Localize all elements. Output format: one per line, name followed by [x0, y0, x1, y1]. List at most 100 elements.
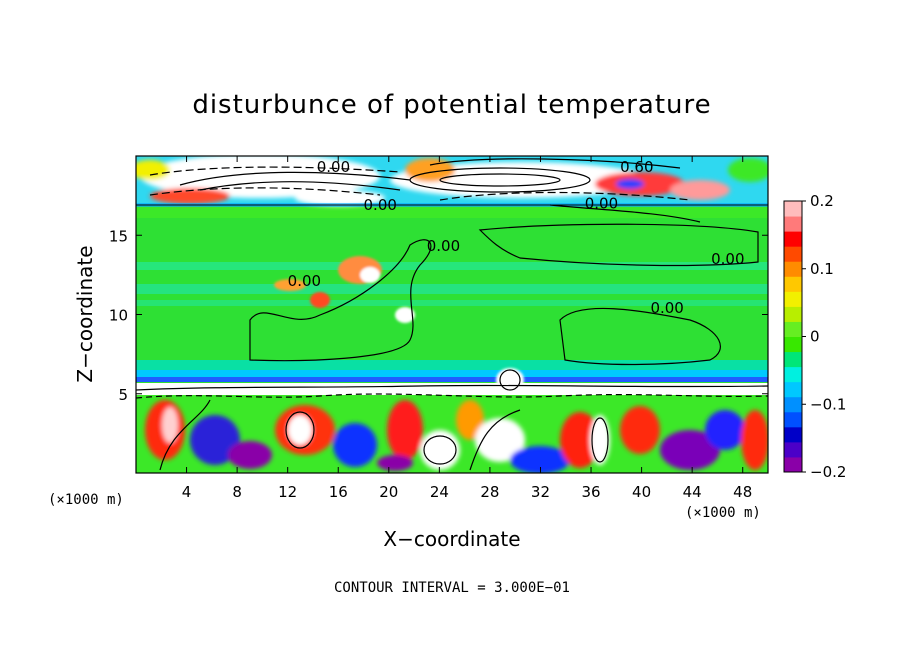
low-purple-1 [228, 441, 272, 469]
x-tick-label: 4 [182, 483, 192, 501]
contour-mid-right [478, 223, 759, 267]
colorbar-swatch [784, 291, 802, 307]
upper-white-blob-2 [390, 162, 650, 198]
y-axis-label: Z−coordinate [73, 245, 97, 382]
x-tick-label: 28 [480, 483, 499, 501]
stripe-upper [136, 206, 768, 218]
x-tick-label: 16 [329, 483, 348, 501]
contour-label: 0.00 [288, 272, 321, 290]
y-tick-label: 5 [118, 386, 128, 404]
mid-blob-1-core [360, 267, 380, 283]
upper-white-blob-3 [295, 190, 385, 206]
colorbar-swatch [784, 441, 802, 458]
colorbar-tick-label: −0.1 [810, 395, 846, 413]
low-white-1 [162, 407, 178, 443]
contour-low-ring-4 [499, 369, 521, 391]
colorbar-swatch [784, 321, 802, 337]
mid-blob-2 [274, 279, 306, 291]
x-tick-label: 12 [278, 483, 297, 501]
x-tick-label: 20 [379, 483, 398, 501]
colorbar-tick-label: 0.1 [810, 260, 834, 278]
colorbar-swatch [784, 426, 802, 443]
chart-title: disturbunce of potential temperature [192, 90, 711, 120]
y-axis: 5 10 15 [109, 227, 768, 404]
colorbar: 0.2 0.1 0 −0.1 −0.2 [783, 192, 846, 481]
x-axis-label: X−coordinate [383, 527, 520, 551]
colorbar-swatch [784, 306, 802, 322]
mid-blob-4 [395, 307, 415, 323]
contour-low-3 [159, 399, 211, 471]
contour-upper-ring [409, 167, 591, 193]
upper-green-blob [728, 158, 768, 182]
colorbar-tick-label: 0.2 [810, 192, 834, 210]
contour-upper-ring-2 [439, 173, 561, 187]
colorbar-tick-label: 0 [810, 328, 820, 346]
upper-orange-blob [405, 158, 455, 182]
contour-low-ring-1 [285, 411, 315, 449]
contour-label: 0.00 [711, 250, 744, 268]
x-unit-left: (×1000 m) [48, 492, 124, 508]
low-white-4 [475, 418, 525, 462]
y-tick-label: 10 [109, 307, 128, 325]
contour-label: 0.00 [317, 158, 350, 176]
x-tick-label: 44 [683, 483, 702, 501]
stripe-blue-low [136, 377, 768, 382]
x-tick-label: 8 [232, 483, 242, 501]
contour-lower-2 [136, 384, 768, 391]
contour-low-4 [469, 409, 521, 471]
colorbar-swatch [784, 336, 802, 353]
contour-low-ring-2 [423, 435, 457, 465]
low-orange-1 [456, 400, 484, 440]
x-axis: 4 8 12 16 20 24 28 32 36 40 44 48 [182, 156, 752, 501]
low-red-3 [387, 400, 423, 460]
contour-upper-dash-1 [149, 166, 401, 176]
contour-interval-text: CONTOUR INTERVAL = 3.000E−01 [334, 580, 570, 596]
contour-upper-2 [179, 171, 411, 186]
low-red-5 [620, 406, 660, 454]
colorbar-swatch [784, 366, 802, 383]
low-purple-2 [660, 430, 720, 470]
upper-pink-blob [670, 180, 730, 200]
contour-low-ring-3 [591, 417, 609, 463]
contour-label: 0.00 [427, 237, 460, 255]
stripe-cyan-1 [136, 262, 768, 270]
x-tick-label: 36 [581, 483, 600, 501]
low-purple-3 [377, 455, 413, 471]
contour-upper-4 [549, 204, 701, 223]
contour-field: 0.00 0.600.00 0.000.000.000.000.00 [136, 156, 768, 473]
low-blue-1 [190, 415, 240, 465]
x-tick-label: 32 [531, 483, 550, 501]
stripe-lower [136, 360, 768, 370]
upper-white-blob-1 [140, 156, 380, 198]
colorbar-swatch [784, 411, 802, 428]
contour-labels: 0.00 0.600.00 0.000.000.000.000.00 [288, 158, 745, 317]
colorbar-swatch [784, 246, 802, 262]
low-blue-4 [705, 410, 745, 450]
x-tick-label: 48 [733, 483, 752, 501]
upper-blue-spot [616, 179, 644, 189]
upper-red-blob-1 [150, 188, 230, 204]
colorbar-swatch [784, 381, 802, 398]
x-unit-right: (×1000 m) [685, 505, 761, 521]
upper-yellow-blob [136, 160, 170, 180]
stripe-cyan-3 [136, 300, 768, 306]
stripe-cyan-2 [136, 284, 768, 294]
colorbar-swatch [784, 216, 802, 232]
colorbar-swatch [784, 396, 802, 413]
y-tick-label: 15 [109, 227, 128, 245]
stripe-cyan-low [136, 370, 768, 377]
colorbar-tick-label: −0.2 [810, 463, 846, 481]
x-tick-label: 40 [632, 483, 651, 501]
low-red-4 [560, 412, 600, 468]
contour-mid-left [249, 239, 432, 362]
low-white-5 [590, 415, 610, 465]
mid-blob-3 [310, 292, 330, 308]
low-white-3 [420, 430, 460, 470]
x-tick-label: 24 [430, 483, 449, 501]
colorbar-swatch [784, 351, 802, 368]
contour-label: 0.00 [585, 194, 618, 212]
contour-lower-1 [136, 393, 768, 399]
low-white-2 [288, 415, 312, 445]
colorbar-swatch [784, 456, 802, 473]
